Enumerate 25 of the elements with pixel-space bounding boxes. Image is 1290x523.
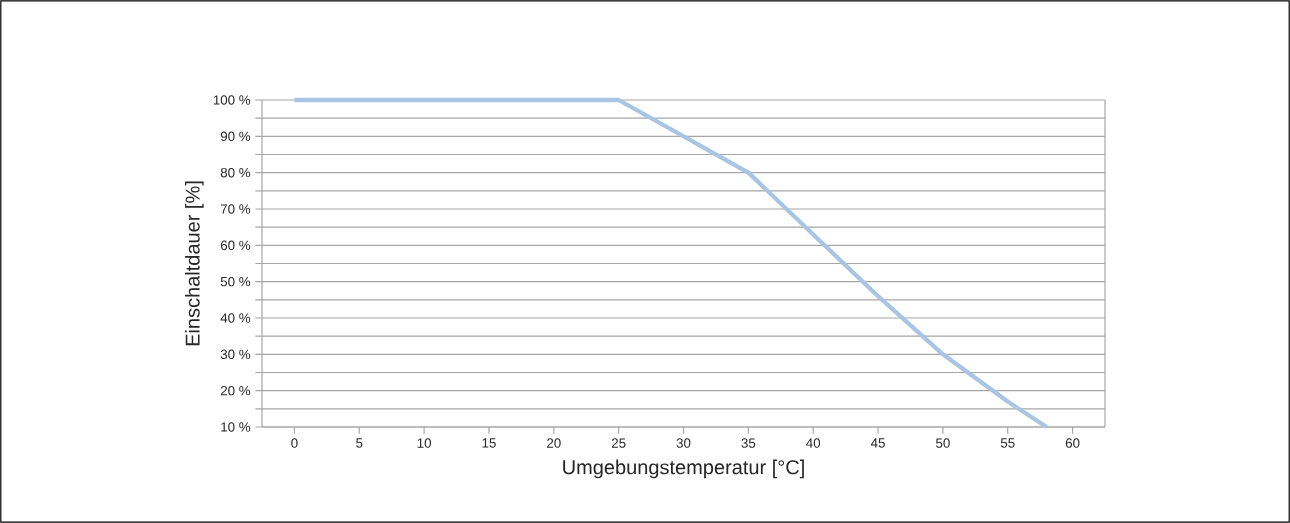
y-tick-label: 40 % [220, 313, 251, 323]
x-tick-label: 5 [356, 438, 363, 448]
x-tick-label: 55 [1000, 438, 1015, 448]
y-tick-label: 80 % [220, 167, 251, 178]
x-tick-label: 60 [1065, 438, 1080, 448]
x-tick-label: 10 [417, 438, 432, 448]
y-tick-label: 30 % [220, 349, 251, 360]
x-tick-label: 30 [676, 438, 691, 448]
y-tick-label: 70 % [220, 204, 251, 214]
y-axis-title: Einschaltdauer [%] [185, 181, 204, 346]
y-tick-label: 60 % [220, 240, 251, 251]
x-tick-label: 35 [741, 438, 756, 448]
x-tick-label: 50 [936, 438, 950, 448]
x-axis-title: Umgebungstemperatur [°C] [563, 459, 804, 479]
y-tick-label: 50 % [220, 276, 251, 287]
x-tick-label: 15 [482, 438, 496, 448]
y-tick-label: 100 % [213, 95, 251, 105]
y-tick-label: 90 % [220, 131, 251, 142]
x-tick-label: 0 [291, 438, 298, 448]
x-tick-label: 45 [870, 438, 885, 448]
y-tick-label: 10 % [221, 422, 251, 432]
x-tick-label: 25 [611, 438, 626, 448]
x-tick-label: 20 [547, 438, 561, 448]
x-tick-label: 40 [806, 438, 821, 448]
y-tick-label: 20 % [220, 385, 251, 396]
